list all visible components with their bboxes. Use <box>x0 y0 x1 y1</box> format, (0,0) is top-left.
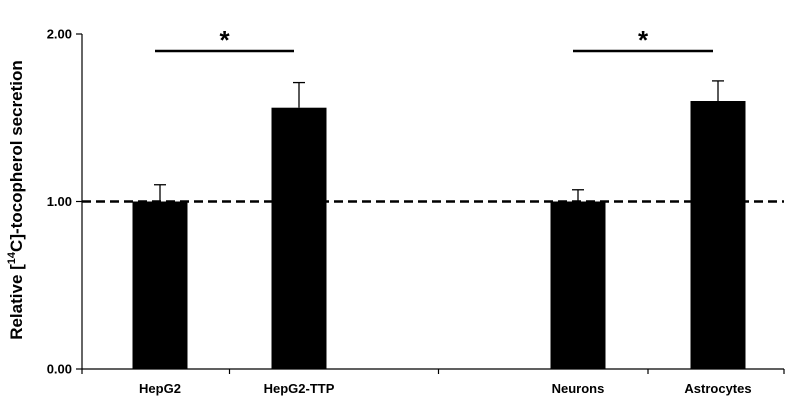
x-tick-label: Astrocytes <box>684 381 751 396</box>
y-axis-label-group: Relative [14C]-tocopherol secretion <box>6 60 26 340</box>
bars <box>132 101 746 369</box>
x-tick-label: Neurons <box>552 381 605 396</box>
bar-astrocytes <box>690 101 746 369</box>
y-axis-label: Relative [14C]-tocopherol secretion <box>6 60 26 340</box>
x-axis-labels: HepG2 HepG2-TTP Neurons Astrocytes <box>139 381 752 396</box>
y-axis-label-suffix: C]-tocopherol secretion <box>7 60 26 252</box>
significance-star: * <box>638 25 649 55</box>
y-tick-label: 0.00 <box>47 362 72 377</box>
bar-neurons <box>550 201 606 369</box>
y-tick-label: 1.00 <box>47 194 72 209</box>
error-bars <box>154 80 724 202</box>
significance-markers: * * <box>155 25 713 55</box>
y-axis-label-prefix: Relative [ <box>7 264 26 340</box>
y-axis-label-superscript: 14 <box>6 251 18 264</box>
axes: 0.00 1.00 2.00 <box>47 27 785 377</box>
y-tick-label: 2.00 <box>47 27 72 42</box>
significance-star: * <box>219 25 230 55</box>
bar-hepg2 <box>132 201 188 369</box>
x-tick-label: HepG2-TTP <box>264 381 335 396</box>
bar-hepg2-ttp <box>271 107 327 369</box>
x-tick-label: HepG2 <box>139 381 181 396</box>
